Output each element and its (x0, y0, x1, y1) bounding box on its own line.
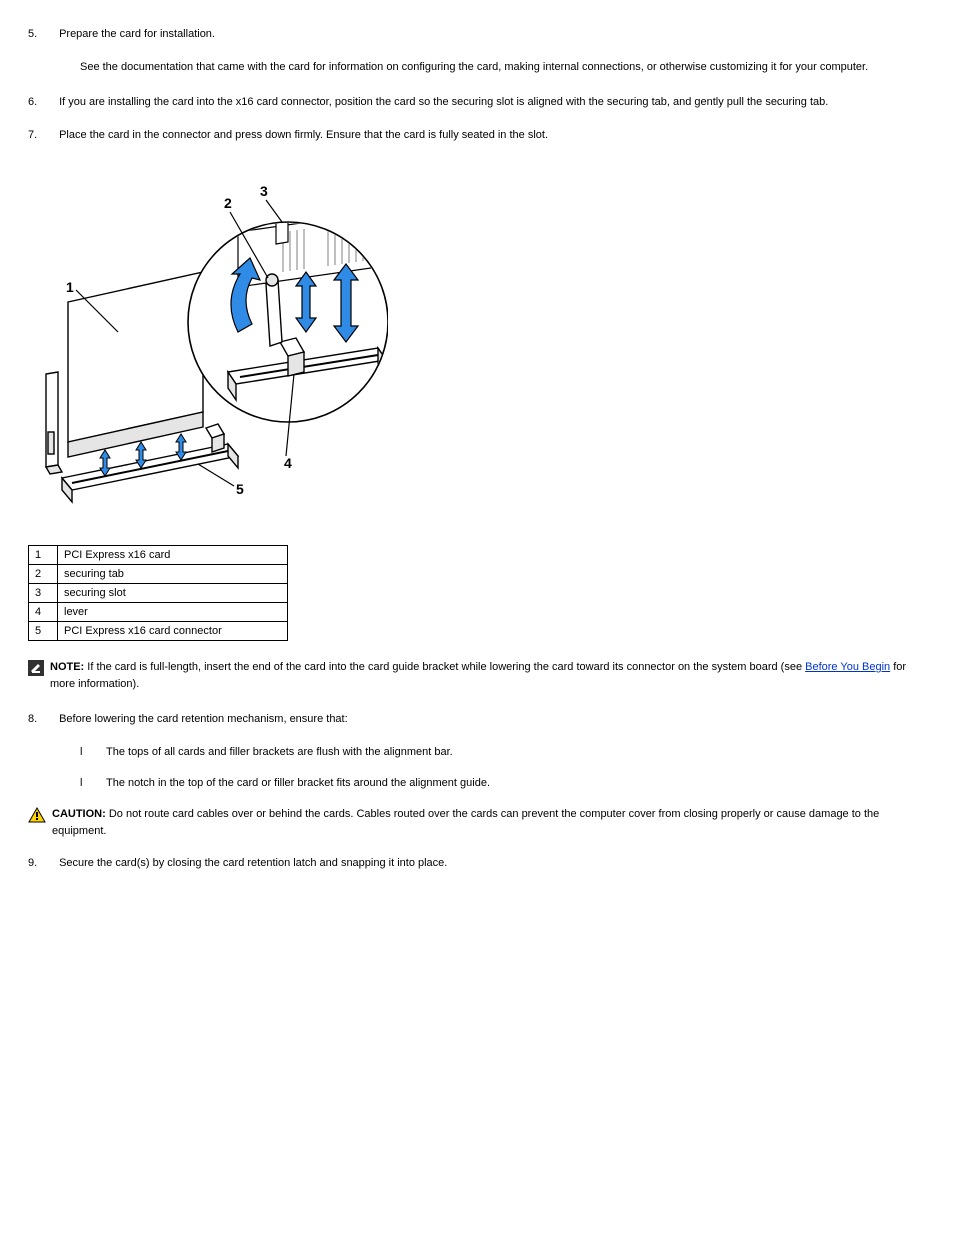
note-icon (28, 660, 44, 682)
note-body: If the card is full-length, insert the e… (84, 661, 805, 673)
caution-label: CAUTION: (52, 808, 106, 820)
step-9: 9. Secure the card(s) by closing the car… (28, 855, 926, 872)
legend-2-num: 2 (29, 565, 58, 584)
table-row: 2 securing tab (29, 565, 288, 584)
step-5-number: 5. (28, 26, 56, 43)
bullet-text: The notch in the top of the card or fill… (106, 775, 490, 792)
step-7: 7. Place the card in the connector and p… (28, 127, 926, 144)
table-row: 5 PCI Express x16 card connector (29, 622, 288, 641)
step-7-number: 7. (28, 127, 56, 144)
legend-3-label: securing slot (58, 584, 288, 603)
legend-4-label: lever (58, 603, 288, 622)
bullet-mark: l (80, 775, 106, 792)
legend-3-num: 3 (29, 584, 58, 603)
legend-1-label: PCI Express x16 card (58, 546, 288, 565)
table-row: 1 PCI Express x16 card (29, 546, 288, 565)
step-8-number: 8. (28, 711, 56, 728)
step-5-detail: See the documentation that came with the… (80, 59, 926, 76)
caution-block: CAUTION: Do not route card cables over o… (28, 806, 926, 840)
step-9-number: 9. (28, 855, 56, 872)
caution-text: CAUTION: Do not route card cables over o… (52, 806, 926, 840)
before-you-begin-link[interactable]: Before You Begin (805, 661, 890, 673)
callout-2: 2 (224, 195, 232, 211)
callout-3: 3 (260, 183, 268, 199)
step-8-bullet-a: l The tops of all cards and filler brack… (80, 744, 926, 761)
step-6-number: 6. (28, 94, 56, 111)
legend-4-num: 4 (29, 603, 58, 622)
figure-legend-table: 1 PCI Express x16 card 2 securing tab 3 … (28, 545, 288, 641)
callout-4: 4 (284, 455, 292, 471)
note-text: NOTE: If the card is full-length, insert… (50, 659, 926, 693)
step-8-text: Before lowering the card retention mecha… (59, 713, 348, 725)
step-5-text: Prepare the card for installation. (59, 28, 215, 40)
pci-card-diagram: 1 2 3 4 5 (28, 172, 388, 532)
legend-2-label: securing tab (58, 565, 288, 584)
callout-1: 1 (66, 279, 74, 295)
step-9-text: Secure the card(s) by closing the card r… (59, 857, 447, 869)
table-row: 3 securing slot (29, 584, 288, 603)
bullet-text: The tops of all cards and filler bracket… (106, 744, 453, 761)
step-7-text: Place the card in the connector and pres… (59, 129, 548, 141)
step-6-text: If you are installing the card into the … (59, 96, 828, 108)
legend-5-label: PCI Express x16 card connector (58, 622, 288, 641)
step-8-bullet-b: l The notch in the top of the card or fi… (80, 775, 926, 792)
bullet-mark: l (80, 744, 106, 761)
step-8: 8. Before lowering the card retention me… (28, 711, 926, 728)
note-label: NOTE: (50, 661, 84, 673)
note-block: NOTE: If the card is full-length, insert… (28, 659, 926, 693)
diagram-figure: 1 2 3 4 5 (28, 172, 926, 537)
callout-5: 5 (236, 481, 244, 497)
step-5: 5. Prepare the card for installation. (28, 26, 926, 43)
caution-icon (28, 807, 46, 829)
legend-5-num: 5 (29, 622, 58, 641)
caution-body: Do not route card cables over or behind … (52, 808, 879, 837)
legend-1-num: 1 (29, 546, 58, 565)
step-6: 6. If you are installing the card into t… (28, 94, 926, 111)
table-row: 4 lever (29, 603, 288, 622)
